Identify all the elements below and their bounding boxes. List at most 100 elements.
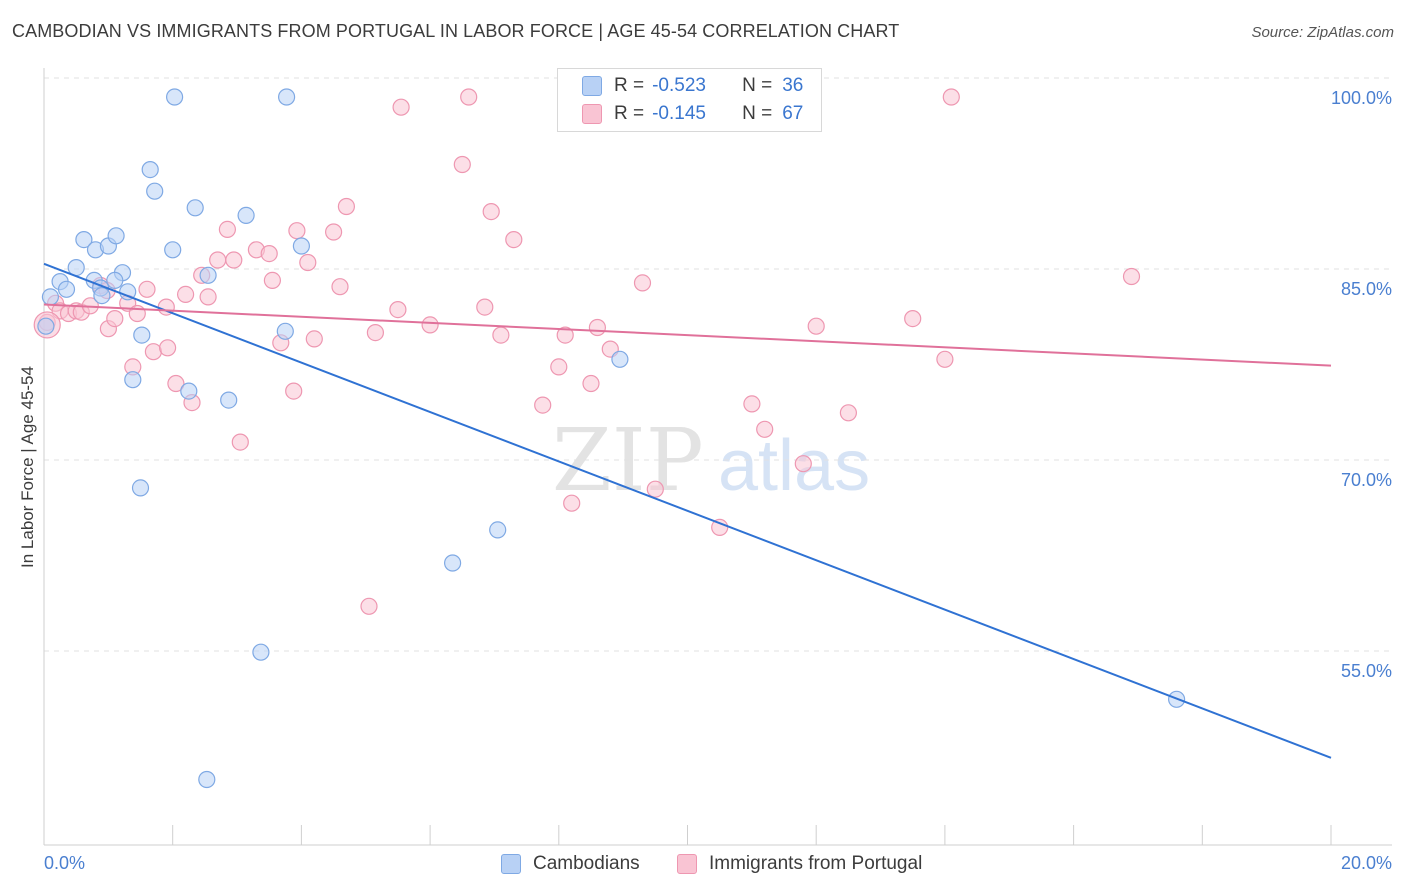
portugal-point — [389, 301, 407, 319]
portugal-point — [325, 223, 343, 241]
legend-r-label: R = — [614, 75, 645, 96]
portugal-point — [563, 494, 581, 512]
x-tick-label: 20.0% — [1341, 853, 1392, 873]
portugal-point — [263, 271, 281, 289]
legend-r-value: -0.523 — [652, 75, 706, 96]
portugal-point — [218, 220, 236, 238]
watermark-atlas: atlas — [718, 426, 870, 506]
cambodian-point — [131, 479, 150, 497]
legend-swatch-blue — [582, 76, 602, 96]
portugal-point — [534, 396, 552, 414]
portugal-point — [633, 274, 652, 292]
portugal-point — [366, 324, 384, 342]
legend-item-cambodians[interactable]: Cambodians — [501, 853, 640, 875]
portugal-point — [225, 251, 243, 269]
cambodian-point — [124, 371, 142, 389]
cambodian-point — [199, 266, 217, 284]
cambodian-point — [489, 521, 507, 539]
portugal-point — [936, 350, 954, 368]
portugal-point — [453, 155, 471, 174]
cambodian-point — [186, 199, 204, 217]
legend-label-portugal: Immigrants from Portugal — [709, 853, 923, 874]
portugal-point — [588, 318, 607, 337]
y-tick-label: 55.0% — [1341, 661, 1392, 681]
legend-n-value: 67 — [782, 103, 804, 124]
legend-r-label: R = — [614, 103, 645, 124]
portugal-point — [209, 251, 227, 269]
portugal-point — [421, 316, 439, 334]
portugal-point — [167, 374, 185, 393]
legend-swatch-pink — [677, 854, 697, 874]
portugal-trend-line — [43, 303, 1332, 367]
cambodian-point — [133, 326, 151, 344]
portugal-point — [392, 98, 410, 116]
cambodian-point — [180, 382, 198, 400]
cambodian-point — [146, 182, 164, 200]
portugal-point — [460, 88, 478, 106]
portugal-point — [305, 330, 323, 348]
portugal-point — [482, 203, 500, 221]
portugal-point — [285, 382, 303, 400]
portugal-point — [337, 197, 355, 216]
cambodian-point — [278, 88, 296, 106]
cambodian-point — [220, 391, 238, 409]
y-tick-label: 85.0% — [1341, 279, 1392, 299]
watermark: ZIP atlas — [552, 411, 870, 511]
source-label: Source: ZipAtlas.com — [1251, 24, 1394, 41]
cambodian-point — [141, 161, 159, 179]
legend-item-portugal[interactable]: Immigrants from Portugal — [677, 853, 922, 875]
portugal-point — [299, 253, 317, 272]
portugal-point — [756, 420, 774, 438]
portugal-point — [505, 231, 523, 249]
portugal-point — [550, 358, 568, 376]
axes — [43, 68, 1392, 846]
cambodian-point — [37, 317, 55, 335]
series-legend: Cambodians Immigrants from Portugal — [0, 851, 1406, 879]
cambodian-point — [41, 288, 60, 306]
portugal-point — [556, 326, 574, 344]
portugal-point — [646, 480, 664, 498]
portugal-point — [177, 285, 195, 303]
trend-lines — [43, 262, 1332, 759]
gridlines — [44, 77, 1392, 652]
portugal-point — [106, 310, 124, 328]
legend-row-portugal: R = -0.145 N = 67 — [582, 100, 803, 128]
portugal-point — [331, 278, 349, 296]
legend-label-cambodians: Cambodians — [533, 853, 640, 874]
chart-title: CAMBODIAN VS IMMIGRANTS FROM PORTUGAL IN… — [12, 21, 900, 41]
cambodian-point — [252, 643, 270, 661]
y-tick-label: 100.0% — [1331, 88, 1392, 108]
legend-n-value: 36 — [782, 75, 804, 96]
watermark-zip: ZIP — [552, 411, 704, 511]
cambodian-trend-line — [43, 262, 1332, 759]
portugal-point — [807, 317, 825, 335]
cambodian-point — [164, 241, 182, 259]
portugal-point — [476, 298, 494, 316]
y-tick-label: 70.0% — [1341, 470, 1392, 490]
legend-row-cambodians: R = -0.523 N = 36 — [582, 72, 803, 100]
cambodian-point — [75, 231, 93, 249]
cambodian-point — [611, 350, 629, 368]
portugal-point — [839, 404, 858, 422]
portugal-point — [492, 326, 510, 344]
cambodian-point — [198, 770, 216, 789]
legend-swatch-blue — [501, 854, 521, 874]
legend-r-value: -0.145 — [652, 103, 706, 124]
portugal-point — [743, 395, 761, 413]
cambodian-points — [37, 88, 1186, 789]
portugal-point — [360, 597, 378, 615]
portugal-point — [904, 310, 922, 328]
cambodian-point — [166, 88, 184, 106]
legend-swatch-pink — [582, 104, 602, 124]
cambodian-point — [106, 271, 124, 289]
portugal-point — [582, 374, 600, 393]
portugal-point — [144, 343, 162, 361]
legend-n-label: N = — [742, 103, 773, 124]
portugal-point — [1122, 267, 1141, 286]
portugal-point — [199, 288, 217, 306]
portugal-point — [231, 433, 249, 451]
portugal-point — [159, 339, 177, 357]
cambodian-point — [292, 237, 310, 255]
cambodian-point — [444, 554, 462, 572]
